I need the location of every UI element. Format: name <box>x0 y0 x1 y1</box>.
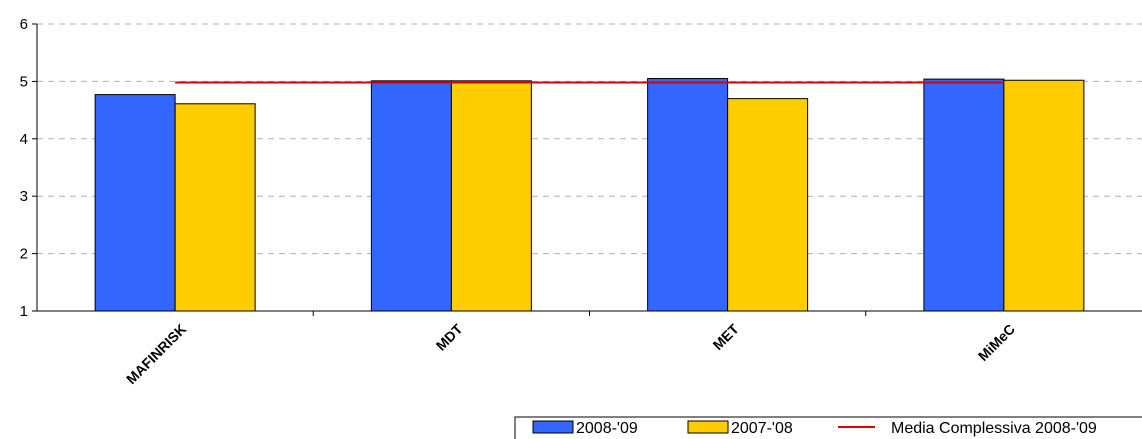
y-tick-label: 4 <box>20 131 28 148</box>
x-tick-label: MDT <box>433 320 466 353</box>
legend-box <box>514 416 1142 439</box>
legend-swatch-2008-09 <box>532 420 574 434</box>
x-tick-label: MET <box>710 320 743 353</box>
y-tick-label: 2 <box>20 246 28 263</box>
bar-mdt-2008-09 <box>370 80 452 312</box>
bar-mimec-2007-08 <box>1003 79 1085 312</box>
legend-label-media: Media Complessiva 2008-'09 <box>891 420 1097 437</box>
bar-met-2007-08 <box>727 98 809 312</box>
x-tick-label: MAFINRISK <box>123 321 189 387</box>
bar-mafinrisk-2007-08 <box>174 103 256 312</box>
bar-mdt-2007-08 <box>450 80 532 312</box>
grid-lines <box>37 23 1142 255</box>
legend-swatch-2007-08 <box>687 420 729 434</box>
legend-label-2007-08: 2007-'08 <box>731 420 793 437</box>
y-tick-label: 5 <box>20 73 28 90</box>
legend: 2008-'09 2007-'08 Media Complessiva 2008… <box>514 416 1142 439</box>
bar-mimec-2008-09 <box>923 78 1005 312</box>
y-axis: 1 2 3 4 5 6 <box>20 16 38 320</box>
bar-met-2008-09 <box>647 78 729 312</box>
bar-mafinrisk-2008-09 <box>94 94 176 312</box>
bars <box>94 78 1085 312</box>
legend-label-2008-09: 2008-'09 <box>576 420 638 437</box>
x-axis: MAFINRISK MDT MET MiMeC <box>37 310 1142 387</box>
x-tick-label: MiMeC <box>975 321 1018 364</box>
y-tick-label: 1 <box>20 303 28 320</box>
y-tick-label: 6 <box>20 16 28 33</box>
y-tick-label: 3 <box>20 188 28 205</box>
